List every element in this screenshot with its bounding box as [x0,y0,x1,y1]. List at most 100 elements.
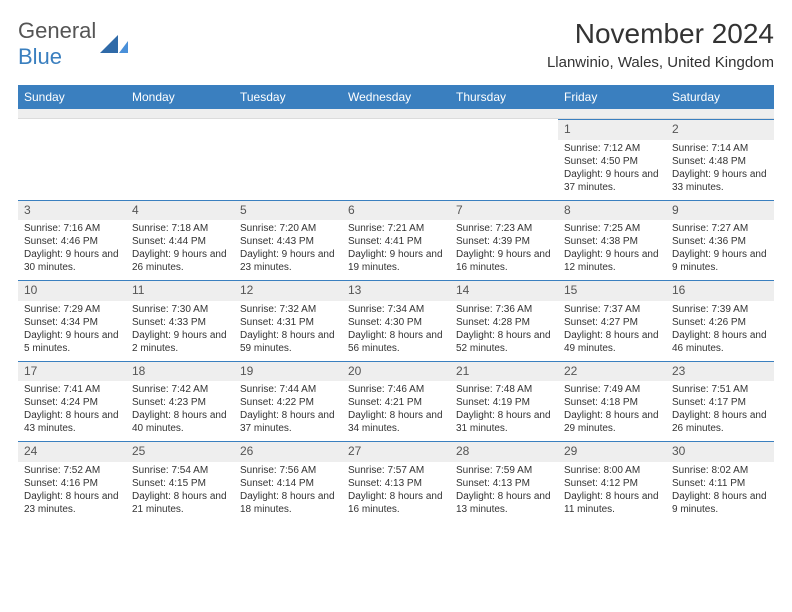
daylight-text: Daylight: 8 hours and 59 minutes. [240,329,336,355]
empty-cell [18,119,126,200]
sunrise-text: Sunrise: 7:44 AM [240,383,336,396]
day-cell-1: 1Sunrise: 7:12 AMSunset: 4:50 PMDaylight… [558,119,666,200]
sunset-text: Sunset: 4:30 PM [348,316,444,329]
day-body: Sunrise: 7:57 AMSunset: 4:13 PMDaylight:… [342,462,450,522]
day-number: 15 [558,281,666,301]
day-number: 6 [342,201,450,221]
sunset-text: Sunset: 4:13 PM [456,477,552,490]
logo: General Blue [18,18,128,70]
day-body: Sunrise: 7:44 AMSunset: 4:22 PMDaylight:… [234,381,342,441]
weekday-header: SundayMondayTuesdayWednesdayThursdayFrid… [18,85,774,109]
daylight-text: Daylight: 9 hours and 5 minutes. [24,329,120,355]
day-number: 1 [558,120,666,140]
calendar: SundayMondayTuesdayWednesdayThursdayFrid… [18,85,774,522]
day-number: 21 [450,362,558,382]
sunset-text: Sunset: 4:31 PM [240,316,336,329]
logo-part2: Blue [18,44,62,69]
day-body: Sunrise: 7:46 AMSunset: 4:21 PMDaylight:… [342,381,450,441]
day-body: Sunrise: 7:27 AMSunset: 4:36 PMDaylight:… [666,220,774,280]
weekday-sunday: Sunday [18,85,126,109]
day-body: Sunrise: 7:21 AMSunset: 4:41 PMDaylight:… [342,220,450,280]
day-body: Sunrise: 7:36 AMSunset: 4:28 PMDaylight:… [450,301,558,361]
sunrise-text: Sunrise: 7:52 AM [24,464,120,477]
day-cell-30: 30Sunrise: 8:02 AMSunset: 4:11 PMDayligh… [666,441,774,522]
sunrise-text: Sunrise: 7:57 AM [348,464,444,477]
month-title: November 2024 [547,18,774,50]
day-number: 19 [234,362,342,382]
calendar-grid: 1Sunrise: 7:12 AMSunset: 4:50 PMDaylight… [18,119,774,522]
sunset-text: Sunset: 4:13 PM [348,477,444,490]
day-cell-26: 26Sunrise: 7:56 AMSunset: 4:14 PMDayligh… [234,441,342,522]
day-number: 5 [234,201,342,221]
daylight-text: Daylight: 9 hours and 12 minutes. [564,248,660,274]
day-cell-17: 17Sunrise: 7:41 AMSunset: 4:24 PMDayligh… [18,361,126,442]
sunset-text: Sunset: 4:44 PM [132,235,228,248]
day-number: 12 [234,281,342,301]
sunset-text: Sunset: 4:43 PM [240,235,336,248]
sunrise-text: Sunrise: 7:37 AM [564,303,660,316]
sunrise-text: Sunrise: 7:29 AM [24,303,120,316]
sunset-text: Sunset: 4:36 PM [672,235,768,248]
day-body: Sunrise: 7:41 AMSunset: 4:24 PMDaylight:… [18,381,126,441]
sunrise-text: Sunrise: 7:48 AM [456,383,552,396]
daylight-text: Daylight: 9 hours and 26 minutes. [132,248,228,274]
day-number: 13 [342,281,450,301]
daylight-text: Daylight: 9 hours and 37 minutes. [564,168,660,194]
daylight-text: Daylight: 8 hours and 23 minutes. [24,490,120,516]
sunrise-text: Sunrise: 7:54 AM [132,464,228,477]
sunset-text: Sunset: 4:22 PM [240,396,336,409]
day-number: 30 [666,442,774,462]
day-cell-16: 16Sunrise: 7:39 AMSunset: 4:26 PMDayligh… [666,280,774,361]
day-cell-29: 29Sunrise: 8:00 AMSunset: 4:12 PMDayligh… [558,441,666,522]
sunrise-text: Sunrise: 8:00 AM [564,464,660,477]
sunrise-text: Sunrise: 7:32 AM [240,303,336,316]
day-body: Sunrise: 7:52 AMSunset: 4:16 PMDaylight:… [18,462,126,522]
sunrise-text: Sunrise: 7:41 AM [24,383,120,396]
sunrise-text: Sunrise: 7:23 AM [456,222,552,235]
day-body: Sunrise: 8:00 AMSunset: 4:12 PMDaylight:… [558,462,666,522]
daylight-text: Daylight: 8 hours and 49 minutes. [564,329,660,355]
day-cell-10: 10 Sunrise: 7:29 AMSunset: 4:34 PMDayligh… [18,280,126,361]
day-cell-8: 8Sunrise: 7:25 AMSunset: 4:38 PMDaylight… [558,200,666,281]
day-cell-14: 14Sunrise: 7:36 AMSunset: 4:28 PMDayligh… [450,280,558,361]
day-cell-28: 28Sunrise: 7:59 AMSunset: 4:13 PMDayligh… [450,441,558,522]
empty-cell [342,119,450,200]
sunrise-text: Sunrise: 7:25 AM [564,222,660,235]
day-cell-12: 12 Sunrise: 7:32 AMSunset: 4:31 PMDayligh… [234,280,342,361]
day-number: 23 [666,362,774,382]
header: General Blue November 2024 Llanwinio, Wa… [18,18,774,71]
logo-part1: General [18,18,96,43]
day-number: 14 [450,281,558,301]
sunrise-text: Sunrise: 7:49 AM [564,383,660,396]
sunset-text: Sunset: 4:27 PM [564,316,660,329]
sunrise-text: Sunrise: 7:46 AM [348,383,444,396]
daylight-text: Daylight: 9 hours and 2 minutes. [132,329,228,355]
weekday-thursday: Thursday [450,85,558,109]
day-cell-27: 27Sunrise: 7:57 AMSunset: 4:13 PMDayligh… [342,441,450,522]
weekday-tuesday: Tuesday [234,85,342,109]
sunset-text: Sunset: 4:19 PM [456,396,552,409]
sunrise-text: Sunrise: 7:36 AM [456,303,552,316]
day-cell-23: 23Sunrise: 7:51 AMSunset: 4:17 PMDayligh… [666,361,774,442]
day-number: 26 [234,442,342,462]
day-number: 28 [450,442,558,462]
day-cell-3: 3Sunrise: 7:16 AMSunset: 4:46 PMDaylight… [18,200,126,281]
daylight-text: Daylight: 8 hours and 9 minutes. [672,490,768,516]
day-body: Sunrise: 7:59 AMSunset: 4:13 PMDaylight:… [450,462,558,522]
sunrise-text: Sunrise: 7:21 AM [348,222,444,235]
day-cell-11: 11Sunrise: 7:30 AMSunset: 4:33 PMDayligh… [126,280,234,361]
sunset-text: Sunset: 4:34 PM [24,316,120,329]
day-body: Sunrise: 7:39 AMSunset: 4:26 PMDaylight:… [666,301,774,361]
sunrise-text: Sunrise: 7:56 AM [240,464,336,477]
sunset-text: Sunset: 4:23 PM [132,396,228,409]
day-number: 18 [126,362,234,382]
day-body: Sunrise: 7:49 AMSunset: 4:18 PMDaylight:… [558,381,666,441]
sunset-text: Sunset: 4:26 PM [672,316,768,329]
day-cell-21: 21Sunrise: 7:48 AMSunset: 4:19 PMDayligh… [450,361,558,442]
day-cell-4: 4Sunrise: 7:18 AMSunset: 4:44 PMDaylight… [126,200,234,281]
daylight-text: Daylight: 8 hours and 46 minutes. [672,329,768,355]
daylight-text: Daylight: 9 hours and 9 minutes. [672,248,768,274]
sunrise-text: Sunrise: 7:20 AM [240,222,336,235]
day-number: 10 [18,281,126,301]
daylight-text: Daylight: 8 hours and 26 minutes. [672,409,768,435]
